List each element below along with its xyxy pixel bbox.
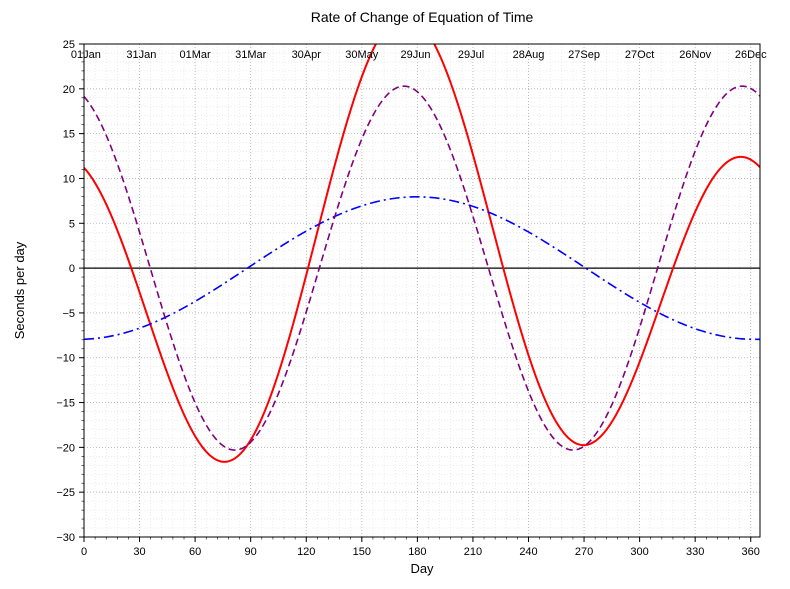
y-tick-label: −20 <box>56 442 75 454</box>
date-label: 31Jan <box>126 49 156 61</box>
x-tick-label: 210 <box>464 546 482 558</box>
date-label: 01Mar <box>180 49 212 61</box>
y-tick-label: 10 <box>63 173 75 185</box>
x-tick-label: 270 <box>575 546 593 558</box>
x-tick-label: 150 <box>353 546 371 558</box>
date-label: 26Nov <box>679 49 711 61</box>
date-label: 27Sep <box>568 49 600 61</box>
date-label: 27Oct <box>625 49 654 61</box>
y-axis-label: Seconds per day <box>12 241 27 339</box>
date-label: 29Jun <box>401 49 431 61</box>
y-tick-label: −30 <box>56 532 75 544</box>
x-tick-label: 180 <box>408 546 426 558</box>
date-label: 28Aug <box>513 49 545 61</box>
x-tick-label: 330 <box>686 546 704 558</box>
date-label: 30May <box>345 49 379 61</box>
chart-title: Rate of Change of Equation of Time <box>311 9 534 25</box>
chart-svg: 0306090120150180210240270300330360−30−25… <box>0 0 790 589</box>
y-tick-label: 20 <box>63 84 75 96</box>
date-label: 29Jul <box>458 49 484 61</box>
y-tick-label: 0 <box>69 263 75 275</box>
x-tick-label: 30 <box>133 546 145 558</box>
date-label: 31Mar <box>235 49 267 61</box>
x-tick-label: 120 <box>297 546 315 558</box>
x-tick-label: 360 <box>742 546 760 558</box>
x-tick-label: 60 <box>189 546 201 558</box>
y-tick-label: −5 <box>62 308 75 320</box>
date-label: 01Jan <box>71 49 101 61</box>
chart-container: 0306090120150180210240270300330360−30−25… <box>0 0 790 589</box>
x-tick-label: 300 <box>630 546 648 558</box>
y-tick-label: 5 <box>69 218 75 230</box>
x-axis-label: Day <box>410 561 434 576</box>
date-label: 30Apr <box>292 49 322 61</box>
y-tick-label: −10 <box>56 353 75 365</box>
y-tick-label: −15 <box>56 398 75 410</box>
x-tick-label: 0 <box>81 546 87 558</box>
y-tick-label: 15 <box>63 129 75 141</box>
y-tick-label: −25 <box>56 487 75 499</box>
date-label: 26Dec <box>735 49 767 61</box>
x-tick-label: 90 <box>245 546 257 558</box>
x-tick-label: 240 <box>519 546 537 558</box>
